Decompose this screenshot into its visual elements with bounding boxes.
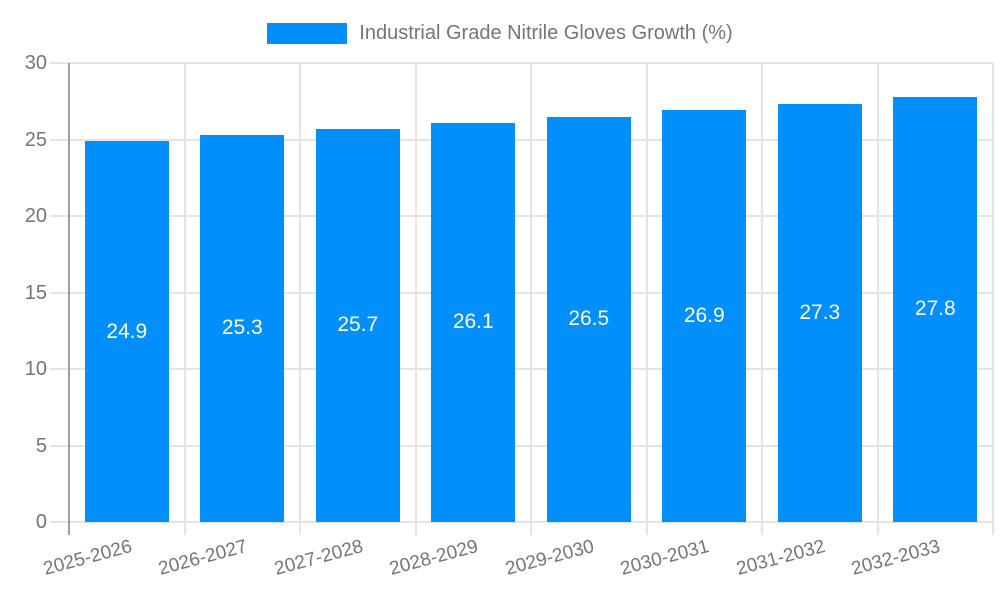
gridline-horizontal (50, 291, 993, 294)
legend-swatch[interactable] (267, 23, 348, 44)
y-tick-label: 20 (24, 205, 47, 227)
gridline-vertical (761, 63, 763, 535)
bar-value-label: 26.1 (452, 310, 494, 334)
y-tick-label: 0 (35, 511, 47, 533)
bar[interactable]: 26.5 (546, 116, 631, 522)
bar[interactable]: 26.1 (431, 122, 516, 522)
gridline-vertical (992, 63, 994, 535)
gridline-horizontal (50, 138, 993, 141)
y-tick-label: 5 (35, 434, 47, 457)
bar-value-label: 27.3 (799, 301, 841, 325)
bar[interactable]: 27.3 (777, 104, 862, 522)
bar-value-label: 24.9 (106, 319, 148, 343)
y-tick-label: 30 (24, 52, 47, 74)
bar[interactable]: 25.7 (315, 128, 400, 522)
bar-value-label: 25.7 (337, 313, 379, 337)
y-axis-line (68, 63, 70, 535)
gridline-vertical (414, 63, 417, 535)
bar[interactable]: 25.3 (200, 134, 285, 522)
bar-value-label: 26.5 (568, 307, 610, 331)
bar[interactable]: 26.9 (662, 110, 747, 522)
y-tick-label: 15 (24, 281, 47, 304)
bar-value-label: 27.8 (914, 297, 956, 321)
bar[interactable]: 24.9 (84, 141, 169, 522)
gridline-vertical (876, 63, 879, 535)
gridline-horizontal (50, 215, 993, 217)
gridline-vertical (183, 63, 186, 535)
gridline-horizontal (50, 62, 993, 64)
bar[interactable]: 27.8 (893, 96, 978, 522)
gridline-horizontal (50, 368, 993, 370)
gridline-horizontal (50, 444, 993, 447)
gridline-vertical (530, 63, 532, 535)
bar-value-label: 25.3 (221, 316, 263, 340)
y-tick-label: 10 (24, 358, 47, 380)
gridline-vertical (299, 63, 301, 535)
bar-value-label: 26.9 (683, 304, 725, 328)
legend-label[interactable]: Industrial Grade Nitrile Gloves Growth (… (359, 22, 733, 44)
legend: Industrial Grade Nitrile Gloves Growth (… (0, 22, 1000, 45)
gridline-vertical (645, 63, 648, 535)
gridline-horizontal (50, 521, 993, 523)
y-tick-label: 25 (24, 128, 47, 151)
